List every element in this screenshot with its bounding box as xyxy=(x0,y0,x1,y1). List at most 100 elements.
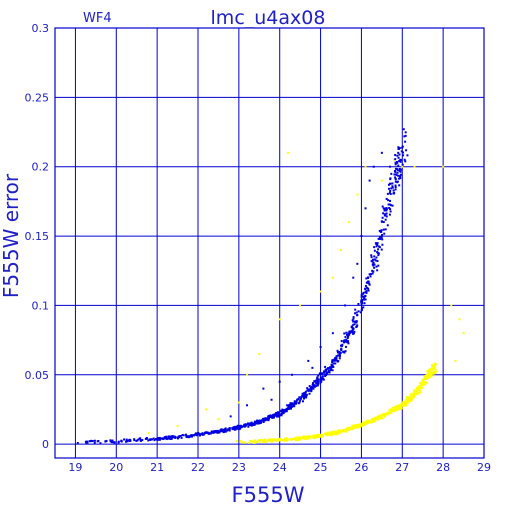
data-point xyxy=(353,323,356,326)
data-point xyxy=(278,414,281,417)
data-point xyxy=(327,367,330,370)
x-tick-label: 21 xyxy=(150,461,164,474)
data-point xyxy=(345,429,348,432)
data-point xyxy=(317,382,320,385)
data-point xyxy=(344,427,347,430)
data-point xyxy=(396,181,399,184)
data-point xyxy=(360,302,363,305)
data-point xyxy=(347,340,350,343)
data-point xyxy=(373,420,376,423)
data-point xyxy=(394,163,397,166)
data-point xyxy=(398,160,401,163)
data-point xyxy=(356,423,359,426)
y-tick-label: 0.05 xyxy=(25,369,50,382)
data-point xyxy=(293,437,296,440)
data-point xyxy=(351,428,354,431)
data-point xyxy=(351,319,354,322)
data-point xyxy=(308,389,311,392)
data-point xyxy=(152,437,155,440)
data-point xyxy=(413,389,416,392)
data-point xyxy=(189,435,192,438)
data-point xyxy=(384,218,387,221)
data-point xyxy=(407,398,410,401)
data-point xyxy=(242,441,245,444)
data-point xyxy=(85,441,88,444)
data-point xyxy=(310,435,313,438)
data-point xyxy=(270,414,273,417)
data-point xyxy=(381,417,384,420)
data-point xyxy=(362,306,365,309)
data-point xyxy=(420,385,423,388)
data-point xyxy=(221,430,224,433)
data-point xyxy=(347,426,350,429)
data-point xyxy=(310,387,313,390)
data-point xyxy=(314,385,317,388)
data-point xyxy=(240,424,243,427)
data-point xyxy=(425,374,428,377)
data-point xyxy=(393,406,396,409)
data-point xyxy=(365,281,368,284)
data-point xyxy=(269,416,272,419)
data-point xyxy=(363,298,366,301)
data-point xyxy=(352,427,355,430)
data-point xyxy=(374,418,377,421)
data-point xyxy=(371,269,374,272)
data-point xyxy=(371,258,374,261)
x-tick-label: 28 xyxy=(436,461,450,474)
data-point xyxy=(458,318,461,321)
data-point xyxy=(325,373,328,376)
data-point xyxy=(391,185,394,188)
data-point xyxy=(192,434,195,437)
data-point xyxy=(294,438,297,441)
data-point xyxy=(359,424,362,427)
data-point xyxy=(424,375,427,378)
data-point xyxy=(261,419,264,422)
data-point xyxy=(281,409,284,412)
data-point xyxy=(404,131,407,134)
data-point xyxy=(432,368,435,371)
data-point xyxy=(331,276,334,279)
data-point xyxy=(253,423,256,426)
data-point xyxy=(99,442,102,445)
data-point xyxy=(247,422,250,425)
data-point xyxy=(331,332,334,335)
data-point xyxy=(113,441,116,444)
data-point xyxy=(317,374,320,377)
data-point xyxy=(343,350,346,353)
data-point xyxy=(428,375,431,378)
data-point xyxy=(372,165,375,168)
data-point xyxy=(172,436,175,439)
data-point xyxy=(328,371,331,374)
data-point xyxy=(88,440,91,443)
data-point xyxy=(176,425,179,428)
data-point xyxy=(261,440,264,443)
data-point xyxy=(256,440,259,443)
data-point xyxy=(397,156,400,159)
data-point xyxy=(278,380,281,383)
data-point xyxy=(256,419,259,422)
data-point xyxy=(76,442,79,445)
data-point xyxy=(398,406,401,409)
data-point xyxy=(169,437,172,440)
data-point xyxy=(406,395,409,398)
data-point xyxy=(384,228,387,231)
data-point xyxy=(347,342,350,345)
points-layer xyxy=(76,128,465,445)
data-point xyxy=(284,409,287,412)
data-point xyxy=(394,167,397,170)
data-point xyxy=(271,439,274,442)
data-point xyxy=(395,161,398,164)
data-point xyxy=(194,433,197,436)
data-point xyxy=(248,441,251,444)
data-point xyxy=(311,366,314,369)
data-point xyxy=(291,402,294,405)
data-point xyxy=(295,401,298,404)
data-point xyxy=(388,182,391,185)
data-point xyxy=(169,435,172,438)
data-point xyxy=(416,391,419,394)
data-point xyxy=(153,439,156,442)
data-point xyxy=(351,329,354,332)
data-point xyxy=(221,429,224,432)
data-point xyxy=(344,345,347,348)
